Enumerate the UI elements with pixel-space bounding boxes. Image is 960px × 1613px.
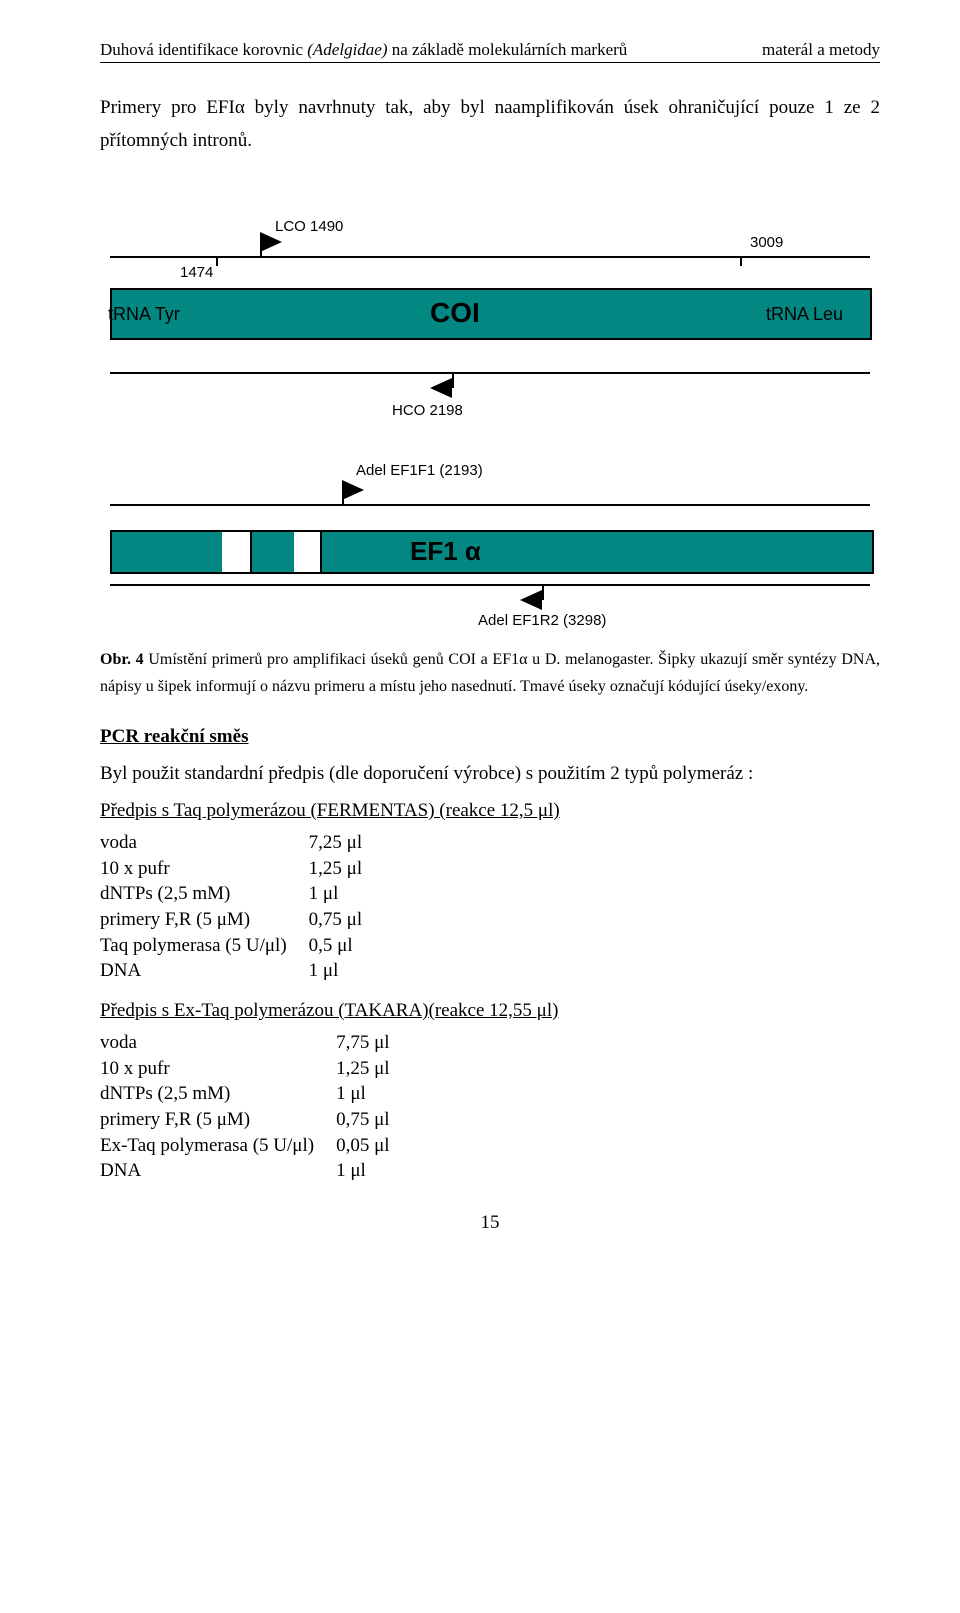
recipe1-val-2: 1 μl [309,881,362,907]
recipe1-label-2: dNTPs (2,5 mM) [100,881,309,907]
primer-hco2198-arrow-icon [430,378,452,398]
recipe2-label-1: 10 x pufr [100,1056,336,1082]
recipe1-val-1: 1,25 μl [309,856,362,882]
ef1-intron-2 [294,530,320,574]
recipe2-val-2: 1 μl [336,1081,389,1107]
recipe2-table: voda7,75 μl 10 x pufr1,25 μl dNTPs (2,5 … [100,1030,390,1184]
figure-caption: Obr. 4 Umístění primerů pro amplifikaci … [100,646,880,700]
primer-hco2198-stem [452,372,454,388]
running-header: Duhová identifikace korovnic (Adelgidae)… [100,40,880,63]
recipe1-table: voda7,25 μl 10 x pufr1,25 μl dNTPs (2,5 … [100,830,362,984]
label-ef1a: EF1 α [410,536,481,567]
recipe2-val-4: 0,05 μl [336,1133,389,1159]
header-left-plain: Duhová identifikace korovnic [100,40,307,59]
table-row: DNA1 μl [100,1158,390,1184]
recipe1-label-1: 10 x pufr [100,856,309,882]
recipe2-label-0: voda [100,1030,336,1056]
recipe2-label-3: primery F,R (5 μM) [100,1107,336,1133]
pcr-intro: Byl použit standardní předpis (dle dopor… [100,758,880,790]
label-coi: COI [430,297,480,329]
figure-caption-lead: Obr. 4 [100,651,144,668]
table-row: dNTPs (2,5 mM)1 μl [100,881,362,907]
header-left: Duhová identifikace korovnic (Adelgidae)… [100,40,627,60]
primer-ef1f1-arrow-icon [342,480,364,500]
recipe2-label-5: DNA [100,1158,336,1184]
header-right: materál a metody [762,40,880,60]
recipe2-val-3: 0,75 μl [336,1107,389,1133]
recipe1-val-5: 1 μl [309,958,362,984]
recipe2-label-4: Ex-Taq polymerasa (5 U/μl) [100,1133,336,1159]
recipe1-label-5: DNA [100,958,309,984]
ef1-exon-2 [250,530,296,574]
primer-ef1f1-label: Adel EF1F1 (2193) [356,462,483,479]
header-left-tail: na základě molekulárních markerů [388,40,628,59]
table-row: dNTPs (2,5 mM)1 μl [100,1081,390,1107]
recipe2-label-2: dNTPs (2,5 mM) [100,1081,336,1107]
recipe1-label-0: voda [100,830,309,856]
primer-ef1r2-stem [542,584,544,600]
table-row: DNA1 μl [100,958,362,984]
coi-bot-line [110,372,870,374]
diagram-ef1a: Adel EF1F1 (2193) EF1 α Adel EF1R2 (3298… [110,444,870,634]
table-row: Ex-Taq polymerasa (5 U/μl)0,05 μl [100,1133,390,1159]
recipe2-title: Předpis s Ex-Taq polymerázou (TAKARA)(re… [100,1000,880,1022]
coi-top-line [110,256,870,258]
primer-ef1r2-arrow-icon [520,590,542,610]
ef1-bot-line [110,584,870,586]
intro-paragraph: Primery pro EFIα byly navrhnuty tak, aby… [100,91,880,158]
tick-3009: 3009 [750,234,783,251]
recipe1-label-3: primery F,R (5 μM) [100,907,309,933]
recipe1-label-4: Taq polymerasa (5 U/μl) [100,933,309,959]
header-left-italic: (Adelgidae) [307,40,387,59]
page: Duhová identifikace korovnic (Adelgidae)… [0,0,960,1613]
ef1-intron-1 [222,530,250,574]
figure-caption-rest: Umístění primerů pro amplifikaci úseků g… [100,651,880,695]
label-trna-leu: tRNA Leu [766,304,843,325]
recipe2-val-1: 1,25 μl [336,1056,389,1082]
label-trna-tyr: tRNA Tyr [108,304,180,325]
table-row: Taq polymerasa (5 U/μl)0,5 μl [100,933,362,959]
primer-lco1490-arrow-icon [260,232,282,252]
recipe2-val-0: 7,75 μl [336,1030,389,1056]
table-row: voda7,75 μl [100,1030,390,1056]
pcr-section-title: PCR reakční směs [100,726,880,748]
table-row: 10 x pufr1,25 μl [100,1056,390,1082]
table-row: primery F,R (5 μM)0,75 μl [100,1107,390,1133]
table-row: 10 x pufr1,25 μl [100,856,362,882]
recipe1-val-3: 0,75 μl [309,907,362,933]
diagram-coi: LCO 1490 1474 3009 tRNA Tyr COI tRNA Leu… [110,180,870,430]
ef1-exon-1 [110,530,224,574]
page-number: 15 [100,1212,880,1234]
recipe1-val-4: 0,5 μl [309,933,362,959]
table-row: voda7,25 μl [100,830,362,856]
primer-hco2198-label: HCO 2198 [392,402,463,419]
primer-lco1490-label: LCO 1490 [275,218,343,235]
recipe1-val-0: 7,25 μl [309,830,362,856]
ef1-exon-3 [320,530,874,574]
table-row: primery F,R (5 μM)0,75 μl [100,907,362,933]
recipe1-title: Předpis s Taq polymerázou (FERMENTAS) (r… [100,800,880,822]
primer-ef1r2-label: Adel EF1R2 (3298) [478,612,606,629]
tick-1474: 1474 [180,264,213,281]
recipe2-val-5: 1 μl [336,1158,389,1184]
ef1-top-line [110,504,870,506]
